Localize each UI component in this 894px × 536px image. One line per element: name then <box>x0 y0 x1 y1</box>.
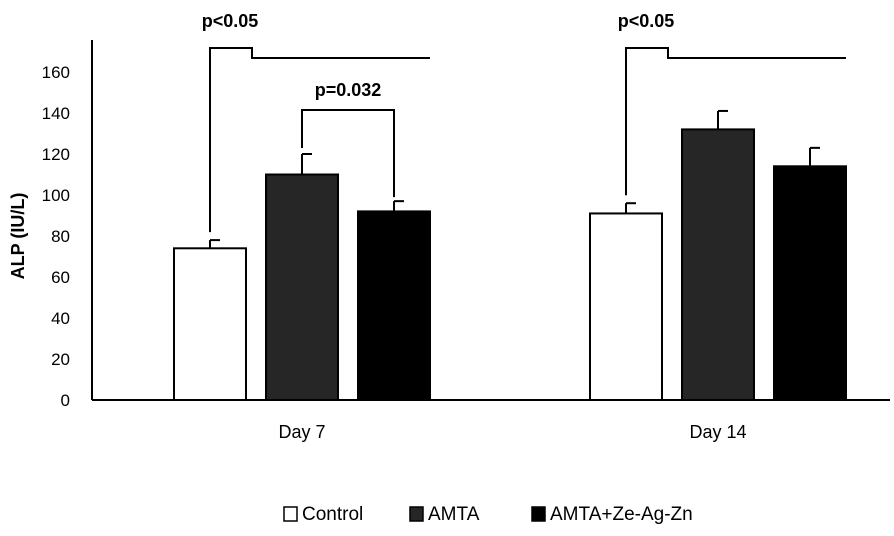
bar-control-day-7 <box>173 247 247 401</box>
y-tick-label: 100 <box>42 186 70 205</box>
y-tick-label: 60 <box>51 268 70 287</box>
legend-label: AMTA+Ze-Ag-Zn <box>550 504 693 525</box>
y-tick-label: 80 <box>51 227 70 246</box>
y-tick-label: 0 <box>61 391 70 410</box>
legend-label: AMTA <box>428 504 480 525</box>
y-tick-label: 160 <box>42 63 70 82</box>
significance-bracket <box>301 109 395 198</box>
significance-bracket <box>625 47 846 196</box>
y-tick-label: 140 <box>42 104 70 123</box>
y-tick-label: 120 <box>42 145 70 164</box>
bar-amta-ze-ag-zn-day-14 <box>773 165 847 401</box>
legend-label: Control <box>302 504 363 525</box>
significance-label: p=0.032 <box>315 80 382 100</box>
legend-swatch-amta <box>409 506 424 522</box>
bar-amta-ze-ag-zn-day-7 <box>357 210 431 401</box>
significance-label: p<0.05 <box>202 11 259 31</box>
y-tick-label: 40 <box>51 309 70 328</box>
y-axis-title: ALP (IU/L) <box>8 193 28 280</box>
y-tick-label: 20 <box>51 350 70 369</box>
bar-amta-day-14 <box>681 128 755 401</box>
significance-bracket <box>209 47 430 233</box>
legend-swatch-amta-ze-ag-zn <box>531 506 546 522</box>
bar-control-day-14 <box>589 212 663 401</box>
bar-amta-day-7 <box>265 173 339 401</box>
significance-label: p<0.05 <box>618 11 675 31</box>
x-tick-label: Day 7 <box>278 422 325 442</box>
legend-swatch-control <box>283 506 298 522</box>
x-tick-label: Day 14 <box>689 422 746 442</box>
